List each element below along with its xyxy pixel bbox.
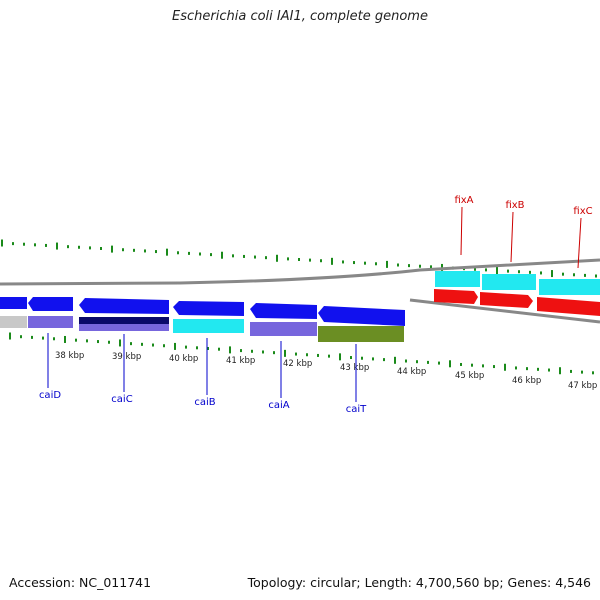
kbp-label: 41 kbp xyxy=(226,356,255,366)
kbp-label: 46 kbp xyxy=(512,376,541,386)
kbp-label: 44 kbp xyxy=(397,367,426,377)
kbp-label: 47 kbp xyxy=(568,381,597,391)
gene-label-fixC[interactable]: fixC xyxy=(573,206,592,217)
gene-arrow xyxy=(318,306,405,326)
gene-arrow xyxy=(250,303,317,319)
gene-segment xyxy=(0,297,27,309)
gene-leader-line xyxy=(510,211,514,263)
kbp-label: 43 kbp xyxy=(340,363,369,373)
gene-label-caiC[interactable]: caiC xyxy=(111,394,132,405)
gene-segment xyxy=(28,316,73,328)
gene-caiB-track[interactable] xyxy=(173,301,244,333)
gene-leader-line xyxy=(460,206,463,256)
gene-segment xyxy=(318,326,404,342)
gene-segment xyxy=(435,271,480,287)
gene-arrow xyxy=(537,297,600,316)
gene-caiC-track[interactable] xyxy=(79,298,169,331)
gene-caiT-track[interactable] xyxy=(318,306,405,342)
kbp-label: 40 kbp xyxy=(169,354,198,364)
gene-label-fixA[interactable]: fixA xyxy=(454,195,473,206)
gene-caiA-track[interactable] xyxy=(250,303,317,336)
gene-segment xyxy=(250,322,317,336)
genome-backbone-lower xyxy=(409,298,600,324)
genome-summary-text: Topology: circular; Length: 4,700,560 bp… xyxy=(247,575,591,590)
gene-labels: caiD caiC caiB caiA caiT fixA fixB fixC xyxy=(39,195,593,415)
gene-label-caiD[interactable]: caiD xyxy=(39,390,61,401)
gene-segment xyxy=(79,317,169,324)
tick-row-bottom xyxy=(9,332,594,375)
kbp-label: 45 kbp xyxy=(455,371,484,381)
tick-row-top xyxy=(1,239,597,278)
accession-text: Accession: NC_011741 xyxy=(9,575,152,590)
gene-label-fixB[interactable]: fixB xyxy=(505,200,524,211)
gene-segment xyxy=(79,324,169,331)
gene-fix-track[interactable] xyxy=(434,271,600,316)
gene-label-caiA[interactable]: caiA xyxy=(268,400,289,411)
gene-label-caiB[interactable]: caiB xyxy=(194,397,215,408)
kbp-label: 42 kbp xyxy=(283,359,312,369)
gene-segment xyxy=(539,279,600,295)
genome-title: Escherichia coli IAI1, complete genome xyxy=(172,9,428,24)
gene-arrow xyxy=(480,292,533,308)
kbp-labels: 38 kbp 39 kbp 40 kbp 41 kbp 42 kbp 43 kbp 44 k… xyxy=(55,351,597,391)
gene-label-caiT[interactable]: caiT xyxy=(346,404,367,415)
kbp-label: 38 kbp xyxy=(55,351,84,361)
gene-segment xyxy=(173,319,244,333)
genome-backbone xyxy=(0,258,600,286)
gene-leader-line xyxy=(577,217,582,269)
gene-arrow xyxy=(173,301,244,316)
gene-arrow xyxy=(79,298,169,314)
gene-segment xyxy=(482,274,536,290)
kbp-label: 39 kbp xyxy=(112,352,141,362)
gene-segment xyxy=(0,316,27,328)
gene-arrow xyxy=(28,297,73,311)
gene-arrow xyxy=(434,289,478,304)
gene-caiD-track[interactable] xyxy=(0,297,73,328)
